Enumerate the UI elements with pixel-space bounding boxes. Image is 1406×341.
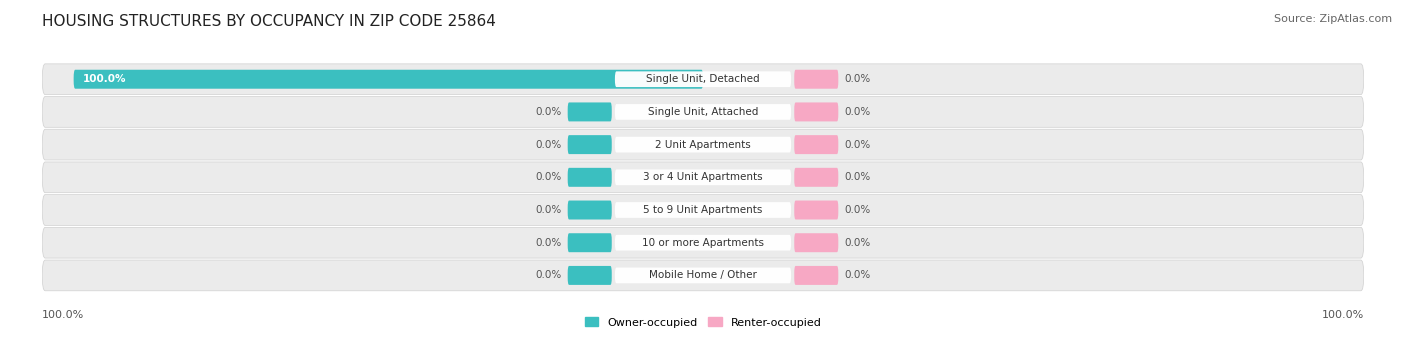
Text: 2 Unit Apartments: 2 Unit Apartments [655, 139, 751, 150]
FancyBboxPatch shape [42, 162, 1364, 193]
Text: 0.0%: 0.0% [845, 238, 870, 248]
FancyBboxPatch shape [42, 260, 1364, 291]
Text: 10 or more Apartments: 10 or more Apartments [643, 238, 763, 248]
Text: Single Unit, Attached: Single Unit, Attached [648, 107, 758, 117]
Text: 0.0%: 0.0% [536, 238, 561, 248]
FancyBboxPatch shape [794, 135, 838, 154]
FancyBboxPatch shape [73, 70, 703, 89]
FancyBboxPatch shape [794, 70, 838, 89]
FancyBboxPatch shape [614, 235, 792, 251]
Text: 0.0%: 0.0% [536, 139, 561, 150]
FancyBboxPatch shape [568, 201, 612, 220]
FancyBboxPatch shape [614, 137, 792, 152]
Text: 0.0%: 0.0% [845, 205, 870, 215]
FancyBboxPatch shape [42, 97, 1364, 127]
Text: 0.0%: 0.0% [845, 74, 870, 84]
FancyBboxPatch shape [614, 169, 792, 185]
FancyBboxPatch shape [568, 168, 612, 187]
Text: 5 to 9 Unit Apartments: 5 to 9 Unit Apartments [644, 205, 762, 215]
FancyBboxPatch shape [794, 233, 838, 252]
FancyBboxPatch shape [794, 266, 838, 285]
Legend: Owner-occupied, Renter-occupied: Owner-occupied, Renter-occupied [581, 313, 825, 332]
Text: Single Unit, Detached: Single Unit, Detached [647, 74, 759, 84]
Text: 0.0%: 0.0% [845, 270, 870, 280]
Text: 3 or 4 Unit Apartments: 3 or 4 Unit Apartments [643, 172, 763, 182]
FancyBboxPatch shape [42, 129, 1364, 160]
FancyBboxPatch shape [568, 135, 612, 154]
Text: Mobile Home / Other: Mobile Home / Other [650, 270, 756, 280]
Text: Source: ZipAtlas.com: Source: ZipAtlas.com [1274, 14, 1392, 24]
FancyBboxPatch shape [794, 201, 838, 220]
Text: HOUSING STRUCTURES BY OCCUPANCY IN ZIP CODE 25864: HOUSING STRUCTURES BY OCCUPANCY IN ZIP C… [42, 14, 496, 29]
Text: 0.0%: 0.0% [536, 270, 561, 280]
FancyBboxPatch shape [42, 195, 1364, 225]
FancyBboxPatch shape [42, 227, 1364, 258]
FancyBboxPatch shape [568, 233, 612, 252]
FancyBboxPatch shape [614, 71, 792, 87]
FancyBboxPatch shape [794, 168, 838, 187]
Text: 0.0%: 0.0% [845, 139, 870, 150]
FancyBboxPatch shape [794, 102, 838, 121]
Text: 0.0%: 0.0% [845, 107, 870, 117]
Text: 0.0%: 0.0% [536, 205, 561, 215]
FancyBboxPatch shape [568, 266, 612, 285]
Text: 0.0%: 0.0% [536, 107, 561, 117]
Text: 100.0%: 100.0% [83, 74, 127, 84]
Text: 100.0%: 100.0% [42, 310, 84, 320]
Text: 0.0%: 0.0% [536, 172, 561, 182]
FancyBboxPatch shape [614, 268, 792, 283]
FancyBboxPatch shape [614, 202, 792, 218]
FancyBboxPatch shape [614, 104, 792, 120]
FancyBboxPatch shape [42, 64, 1364, 94]
Text: 100.0%: 100.0% [1322, 310, 1364, 320]
Text: 0.0%: 0.0% [845, 172, 870, 182]
FancyBboxPatch shape [568, 102, 612, 121]
